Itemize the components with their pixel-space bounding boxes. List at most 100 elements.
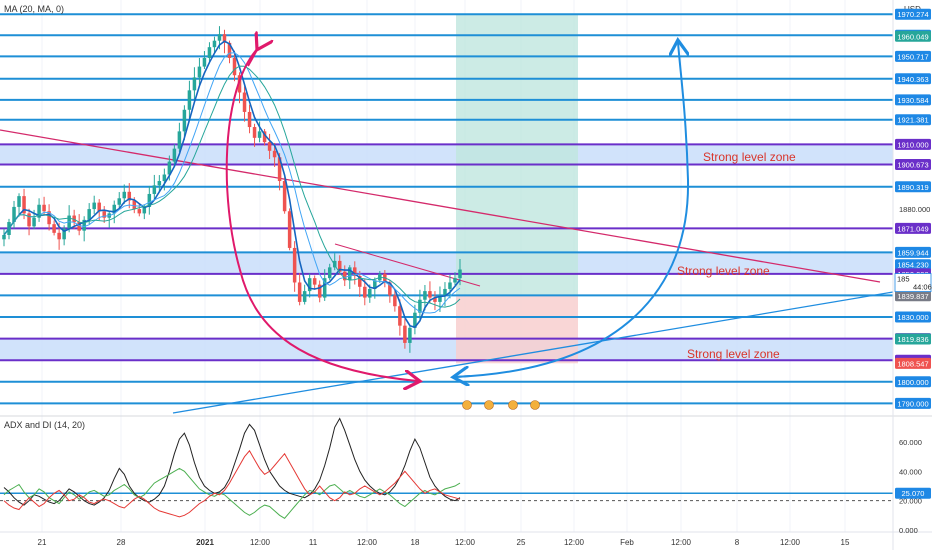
adx-tick-label: 0.000 [899,526,918,535]
candle-body [317,284,322,298]
price-label-bg [895,94,931,106]
candle-body [368,288,372,298]
candle-body [132,200,137,210]
projection-arrows[interactable] [225,42,690,381]
candle-body [363,286,367,298]
indicator-label-adx[interactable]: ADX and DI (14, 20) [4,420,85,430]
candle-body [207,47,212,58]
candle-body [302,291,307,302]
countdown-label: 44:06 [913,283,932,292]
candle-body [393,295,397,307]
candle-body [182,109,187,132]
price-label-bg [895,397,931,409]
arrow-head-up[interactable] [247,48,258,67]
zone-label-mid[interactable]: Strong level zone [677,264,770,278]
price-label: 1830.000 [897,313,928,322]
candle-body [202,57,207,67]
profit-target-zone[interactable] [456,14,578,296]
price-label-bg [895,290,931,302]
price-series [2,26,462,353]
candle-body [332,260,337,268]
time-tick-label: 12:00 [455,538,476,547]
price-label: 1930.584 [897,96,928,105]
candle-body [423,291,427,300]
candle-body [252,127,257,138]
price-label: 1940.363 [897,75,928,84]
candle-body [57,232,61,240]
current-price-badge [894,273,932,292]
candle-body [398,306,402,326]
price-label: 1890.319 [897,183,928,192]
candle-body [192,77,197,91]
adx-tick-label: 40.000 [899,467,922,476]
time-tick-label: 12:00 [357,538,378,547]
stop-loss-zone[interactable] [456,295,578,364]
price-label-bg [895,222,931,234]
price-label-bg [895,50,931,62]
arrow-head-left[interactable] [455,376,471,377]
economic-events-row[interactable] [462,400,540,410]
axes[interactable]: 1970.2741960.4961960.0491950.7171940.363… [38,8,932,547]
curved-down-arrow[interactable] [225,47,418,381]
candle-body [227,42,232,58]
strong-level-zone[interactable] [0,338,893,361]
candle-body [122,191,127,199]
candle-body [212,40,217,48]
candle-body [167,161,172,175]
candle-body [77,222,81,231]
moving-average-line [3,40,461,329]
time-tick-label: 15 [841,538,850,547]
candle-body [408,327,412,343]
candle-body [162,174,167,182]
time-tick-label: 8 [735,538,740,547]
price-label: 1859.944 [897,248,928,257]
candle-body [262,131,267,143]
event-flag-icon[interactable] [530,400,540,410]
zone-label-bottom[interactable]: Strong level zone [687,347,780,361]
time-tick-label: 28 [117,538,126,547]
candle-body [42,204,46,212]
zone-label-top[interactable]: Strong level zone [703,150,796,164]
candle-body [242,92,247,112]
candle-body [307,278,312,292]
price-label-bg [895,114,931,126]
candle-body [47,211,51,225]
event-flag-icon[interactable] [484,400,494,410]
candle-body [217,34,222,41]
position-box[interactable] [456,14,578,364]
candle-body [312,278,317,285]
candle-body [142,206,147,214]
time-tick-label: 12:00 [564,538,585,547]
adx-threshold-badge [895,487,931,499]
candle-body [403,325,407,343]
candle-body [152,185,157,194]
candle-body [292,247,297,283]
indicator-label-ma[interactable]: MA (20, MA, 0) [4,4,64,14]
event-flag-icon[interactable] [462,400,472,410]
candle-body [157,181,162,186]
ascending-trendline[interactable] [172,291,894,414]
price-label: 1819.836 [897,335,928,344]
strong-level-zone[interactable] [0,144,893,165]
candle-body [438,295,442,302]
candle-body [197,66,202,78]
time-tick-label: 21 [38,538,47,547]
moving-average-line [3,65,461,308]
event-flag-icon[interactable] [508,400,518,410]
candle-body [27,213,31,227]
candle-body [232,57,237,76]
descending-trendline[interactable] [0,129,881,283]
candle-body [247,111,252,128]
current-price-label: 185 [897,275,910,284]
time-tick-label: 2021 [196,538,214,547]
candle-body [172,148,177,162]
price-label-bg [895,181,931,193]
candle-body [443,288,447,296]
price-label-bg [895,158,931,170]
candle-body [102,211,106,218]
curved-up-arrow[interactable] [454,42,690,378]
candle-body [358,276,362,287]
price-label-bg [895,333,931,345]
